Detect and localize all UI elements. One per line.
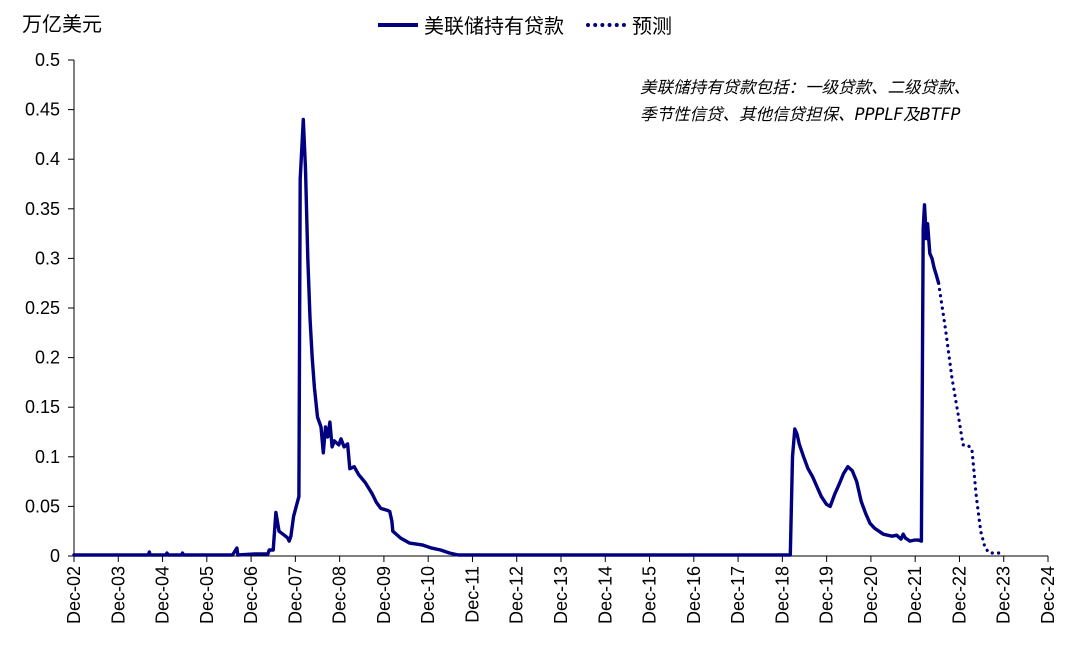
x-tick-label: Dec-22 [949,566,969,624]
legend-label-holdings: 美联储持有贷款 [424,14,564,38]
y-tick-label: 0.2 [35,348,60,368]
x-tick-label: Dec-15 [640,566,660,624]
x-tick-label: Dec-11 [462,566,482,623]
x-tick-label: Dec-06 [241,566,261,624]
legend-swatch-solid [378,22,418,27]
y-tick-label: 0 [50,546,60,566]
x-tick-label: Dec-05 [197,566,217,624]
x-tick-label: Dec-18 [772,566,792,624]
x-tick-label: Dec-08 [330,566,350,624]
x-tick-label: Dec-21 [905,566,925,624]
y-axis-unit-label: 万亿美元 [22,12,102,36]
y-tick-label: 0.4 [35,149,60,169]
annotation-line-2: 季节性信贷、其他信贷担保、PPPLF及BTFP [640,105,961,124]
y-tick-label: 0.3 [35,248,60,268]
x-tick-label: Dec-02 [64,566,84,624]
x-tick-label: Dec-23 [994,566,1014,624]
x-tick-label: Dec-09 [374,566,394,624]
x-tick-label: Dec-12 [507,566,527,624]
legend-label-forecast: 预测 [632,14,672,38]
y-tick-label: 0.05 [25,496,60,516]
x-tick-label: Dec-13 [551,566,571,624]
x-tick-label: Dec-04 [153,566,173,624]
annotation-line-1: 美联储持有贷款包括：一级贷款、二级贷款、 [640,78,970,97]
legend-swatch-dotted [586,22,626,27]
x-tick-label: Dec-19 [817,566,837,624]
y-tick-label: 0.1 [35,447,60,467]
series-line-forecast [937,281,1006,555]
x-tick-label: Dec-03 [108,566,128,624]
x-tick-label: Dec-16 [684,566,704,624]
x-tick-label: Dec-17 [728,566,748,624]
x-tick-label: Dec-07 [285,566,305,624]
legend: 美联储持有贷款 预测 [378,10,672,39]
y-tick-label: 0.35 [25,199,60,219]
x-tick-label: Dec-14 [595,566,615,624]
chart-annotation: 美联储持有贷款包括：一级贷款、二级贷款、 季节性信贷、其他信贷担保、PPPLF及… [640,74,1060,128]
y-tick-label: 0.15 [25,397,60,417]
series-line-holdings [72,117,941,557]
x-tick-label: Dec-10 [418,566,438,624]
x-tick-label: Dec-24 [1038,566,1058,624]
y-tick-label: 0.45 [25,100,60,120]
y-tick-label: 0.25 [25,298,60,318]
x-tick-label: Dec-20 [861,566,881,624]
y-tick-label: 0.5 [35,50,60,70]
